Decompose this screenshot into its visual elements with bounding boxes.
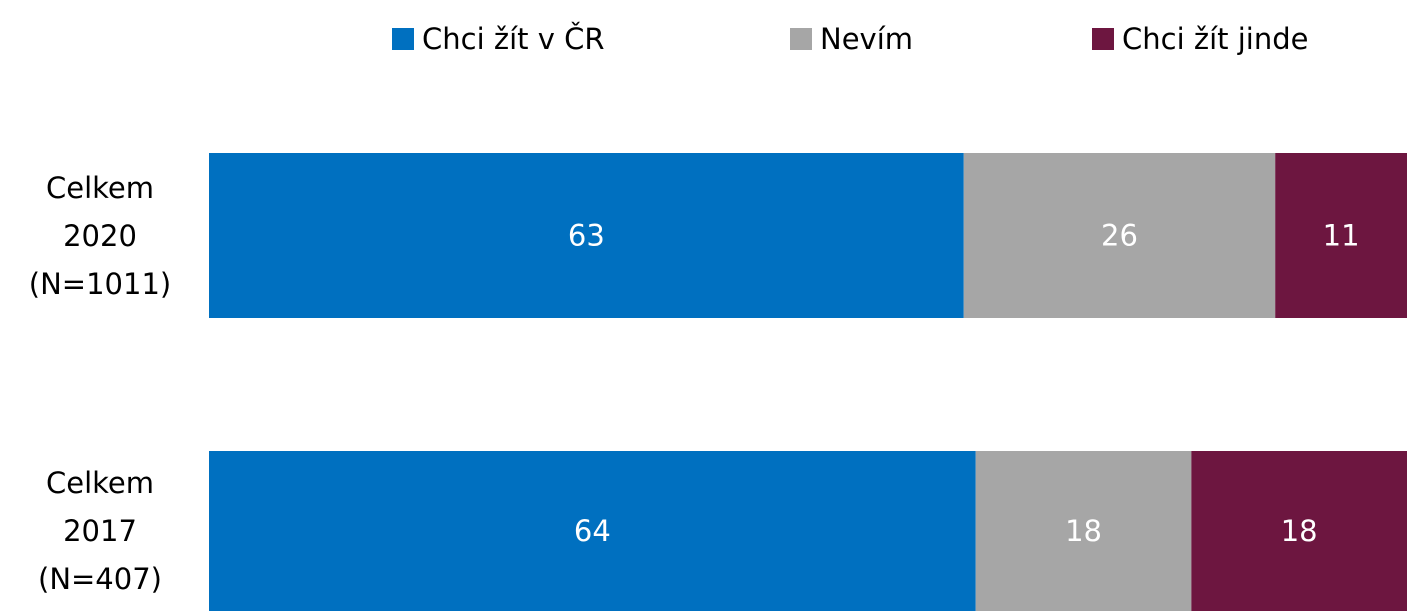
legend-swatch [790,28,812,50]
legend-label: Chci žít jinde [1122,22,1308,56]
data-label: 63 [568,219,605,253]
data-label: 26 [1101,219,1138,253]
legend-swatch [392,28,414,50]
legend-swatch [1092,28,1114,50]
y-tick-label: Celkem 2020 (N=1011) [28,170,172,301]
data-label: 18 [1065,514,1102,548]
bar-segment [209,451,976,611]
bar-segment [1191,451,1407,611]
bar-segment [1275,153,1407,318]
bar-segment [209,153,964,318]
bar-segment [975,451,1192,611]
y-tick-label: Celkem 2017 (N=407) [38,466,162,596]
bar-segment [963,153,1276,318]
data-label: 18 [1281,514,1318,548]
legend-label: Chci žít v ČR [422,22,605,56]
legend-label: Nevím [820,22,913,56]
data-label: 64 [574,514,611,548]
data-label: 11 [1323,219,1360,253]
